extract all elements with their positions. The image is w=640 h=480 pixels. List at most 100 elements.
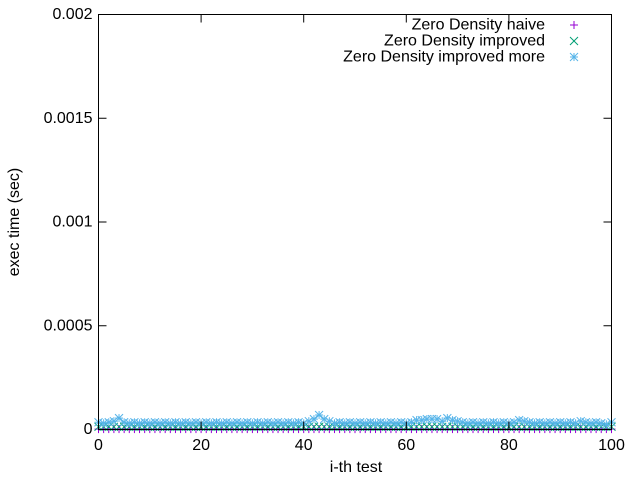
y-tick-label: 0 bbox=[84, 421, 93, 438]
x-tick-label: 100 bbox=[598, 437, 625, 454]
legend-label: Zero Density improved bbox=[384, 33, 545, 50]
x-tick-label: 0 bbox=[94, 437, 103, 454]
data-point bbox=[566, 417, 575, 427]
data-point bbox=[314, 410, 324, 420]
data-point bbox=[376, 417, 386, 427]
data-point bbox=[468, 417, 478, 427]
data-point bbox=[150, 417, 160, 427]
data-point bbox=[350, 418, 360, 428]
data-point bbox=[417, 415, 427, 425]
data-point bbox=[340, 418, 350, 428]
data-point bbox=[540, 418, 550, 428]
axis-ticks: 0 0.0005 0.001 0.0015 0.002 0 20 40 60 80 100 bbox=[44, 6, 625, 454]
plot-frame bbox=[98, 14, 612, 430]
data-point bbox=[217, 418, 226, 428]
data-point bbox=[283, 417, 293, 427]
data-point bbox=[181, 417, 191, 427]
x-axis-label: i-th test bbox=[330, 459, 383, 476]
data-point bbox=[222, 417, 232, 427]
data-point bbox=[104, 417, 114, 427]
data-point bbox=[278, 418, 288, 428]
data-point bbox=[263, 417, 273, 427]
data-point bbox=[165, 418, 175, 428]
data-point bbox=[458, 417, 468, 427]
data-point bbox=[550, 418, 560, 428]
data-point bbox=[186, 418, 196, 428]
y-tick-label: 0.0015 bbox=[44, 110, 93, 127]
data-point bbox=[586, 418, 596, 428]
x-tick-label: 80 bbox=[500, 437, 518, 454]
data-point bbox=[371, 418, 380, 428]
data-point bbox=[396, 417, 406, 427]
data-point bbox=[253, 417, 262, 427]
data-point bbox=[176, 418, 185, 428]
legend-marker bbox=[570, 21, 578, 29]
data-point bbox=[525, 417, 534, 427]
data-point bbox=[576, 416, 586, 426]
data-point bbox=[473, 418, 483, 428]
data-point bbox=[560, 418, 570, 428]
data-point bbox=[366, 417, 375, 427]
data-point bbox=[140, 417, 150, 427]
data-point bbox=[114, 413, 124, 423]
data-point bbox=[289, 418, 298, 428]
data-point bbox=[273, 417, 283, 427]
data-point bbox=[555, 417, 565, 427]
data-point bbox=[545, 417, 555, 427]
data-point bbox=[489, 417, 498, 427]
data-point bbox=[478, 417, 488, 427]
data-point bbox=[530, 418, 539, 428]
data-point bbox=[130, 417, 139, 427]
y-tick-label: 0.002 bbox=[52, 6, 92, 23]
data-point bbox=[494, 418, 503, 428]
data-point bbox=[330, 418, 339, 428]
data-point bbox=[453, 416, 462, 426]
data-point bbox=[227, 418, 237, 428]
data-point bbox=[499, 417, 509, 427]
data-point bbox=[386, 417, 396, 427]
legend-marker bbox=[569, 52, 579, 62]
y-axis-label: exec time (sec) bbox=[6, 168, 23, 276]
data-point bbox=[355, 417, 365, 427]
y-tick-label: 0.001 bbox=[52, 214, 92, 231]
data-point bbox=[514, 415, 524, 425]
x-tick-label: 40 bbox=[295, 437, 313, 454]
data-point bbox=[258, 418, 268, 428]
x-tick-label: 20 bbox=[192, 437, 210, 454]
data-point bbox=[160, 417, 170, 427]
series-3 bbox=[94, 410, 616, 429]
data-point bbox=[381, 418, 391, 428]
data-point bbox=[448, 415, 457, 425]
y-tick-label: 0.0005 bbox=[44, 317, 93, 334]
data-point bbox=[201, 417, 211, 427]
data-point bbox=[135, 418, 144, 428]
data-point bbox=[242, 417, 252, 427]
data-point bbox=[119, 417, 129, 427]
data-point bbox=[432, 414, 442, 424]
data-point bbox=[519, 416, 529, 426]
data-point bbox=[294, 417, 303, 427]
data-point bbox=[99, 418, 108, 428]
data-point bbox=[345, 417, 355, 427]
data-point bbox=[581, 417, 591, 427]
legend-label: Zero Density improved more bbox=[343, 49, 545, 66]
data-point bbox=[191, 417, 201, 427]
data-point bbox=[535, 417, 545, 427]
data-point bbox=[232, 417, 242, 427]
legend-label: Zero Density naive bbox=[412, 17, 545, 34]
data-point bbox=[248, 418, 257, 428]
data-point bbox=[124, 418, 134, 428]
data-point bbox=[237, 418, 247, 428]
x-tick-label: 60 bbox=[397, 437, 415, 454]
data-point bbox=[207, 418, 216, 428]
data-point bbox=[268, 418, 278, 428]
data-point bbox=[463, 418, 473, 428]
data-point bbox=[484, 418, 493, 428]
data-point bbox=[145, 418, 155, 428]
data-point bbox=[212, 417, 221, 427]
data-point bbox=[309, 414, 319, 424]
data-point bbox=[360, 418, 370, 428]
legend-marker bbox=[569, 36, 579, 46]
